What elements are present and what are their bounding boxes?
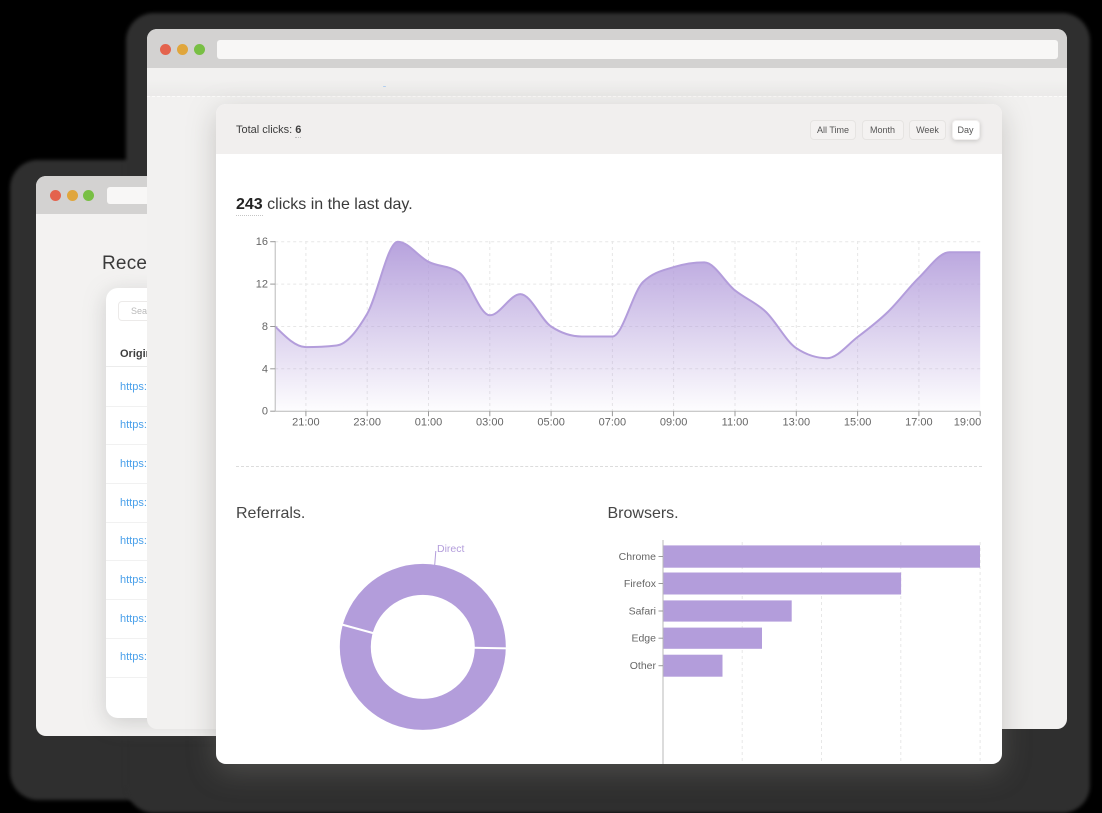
- svg-text:Chrome: Chrome: [618, 551, 656, 563]
- svg-text:21:00: 21:00: [292, 417, 320, 429]
- svg-text:Other: Other: [629, 660, 656, 672]
- svg-text:16: 16: [255, 236, 267, 248]
- svg-text:15:00: 15:00: [843, 417, 871, 429]
- svg-text:13:00: 13:00: [782, 417, 810, 429]
- svg-text:Firefox: Firefox: [623, 578, 656, 590]
- svg-text:03:00: 03:00: [476, 417, 504, 429]
- svg-text:Direct: Direct: [437, 543, 465, 555]
- svg-text:19:00: 19:00: [953, 417, 981, 429]
- svg-text:0: 0: [261, 406, 267, 418]
- svg-text:09:00: 09:00: [659, 417, 687, 429]
- svg-text:05:00: 05:00: [537, 417, 565, 429]
- svg-text:07:00: 07:00: [598, 417, 626, 429]
- svg-text:12: 12: [255, 279, 267, 291]
- svg-text:Edge: Edge: [631, 632, 656, 644]
- svg-text:01:00: 01:00: [414, 417, 442, 429]
- svg-text:8: 8: [261, 321, 267, 333]
- svg-text:4: 4: [261, 363, 267, 375]
- svg-text:11:00: 11:00: [721, 417, 748, 429]
- svg-text:Safari: Safari: [628, 605, 655, 617]
- svg-text:23:00: 23:00: [353, 417, 381, 429]
- svg-text:17:00: 17:00: [905, 417, 933, 429]
